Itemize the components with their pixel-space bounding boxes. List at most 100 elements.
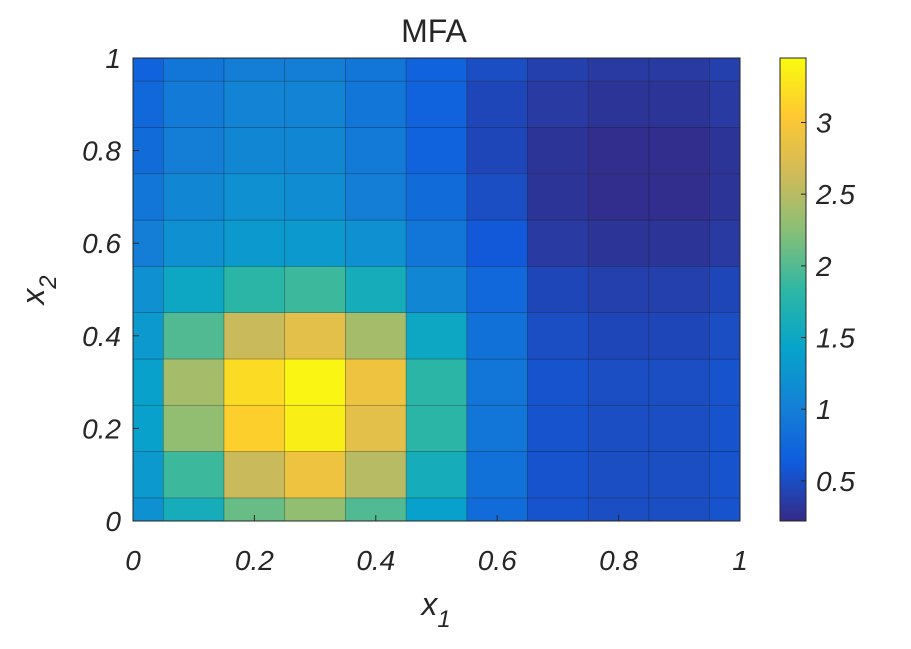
heat-cell: [527, 358, 589, 406]
y-label-base: x: [15, 288, 51, 307]
heat-cell: [284, 173, 346, 221]
x-tick-label: 0: [125, 545, 141, 576]
heat-cell: [587, 312, 650, 360]
heat-cell: [587, 58, 650, 82]
heat-cell: [405, 404, 468, 452]
heat-cell: [405, 451, 468, 499]
heat-cell: [163, 312, 225, 360]
heat-cell: [466, 219, 528, 267]
heat-cell: [527, 451, 589, 499]
heat-cell: [223, 80, 286, 128]
heat-cell: [648, 312, 710, 360]
heat-cell: [466, 80, 528, 128]
heat-cell: [709, 80, 740, 128]
heat-cell: [466, 497, 528, 521]
heat-cell: [345, 358, 407, 406]
heat-cell: [527, 312, 589, 360]
heat-cell: [163, 451, 225, 499]
y-tick-label: 0.2: [82, 413, 121, 444]
heat-cell: [405, 358, 468, 406]
heat-cell: [587, 173, 650, 221]
heat-cell: [284, 266, 346, 313]
heat-cell: [648, 80, 710, 128]
heat-cell: [587, 80, 650, 128]
heat-cell: [527, 219, 589, 267]
heat-cell: [709, 266, 740, 313]
heat-cell: [163, 127, 225, 175]
heat-cell: [345, 127, 407, 175]
heat-cell: [345, 266, 407, 313]
heat-cell: [163, 80, 225, 128]
y-tick-label: 1: [105, 43, 121, 74]
y-tick-label: 0.8: [82, 136, 121, 167]
heat-cell: [527, 80, 589, 128]
heat-cell: [466, 127, 528, 175]
heat-cell: [284, 80, 346, 128]
heat-cell: [466, 58, 528, 82]
heat-cell: [284, 58, 346, 82]
x-tick-label: 0.6: [478, 545, 517, 576]
heat-cell: [709, 173, 740, 221]
heat-cell: [709, 497, 740, 521]
heat-cell: [223, 358, 286, 406]
colorbar-tick-label: 2: [815, 251, 832, 282]
heat-cell: [223, 58, 286, 82]
heat-cell: [587, 451, 650, 499]
heat-cell: [466, 404, 528, 452]
heat-cell: [466, 173, 528, 221]
heat-cell: [648, 358, 710, 406]
heat-cell: [709, 451, 740, 499]
heat-cell: [587, 219, 650, 267]
heat-cell: [587, 497, 650, 521]
heat-cell: [405, 127, 468, 175]
heat-cell: [345, 451, 407, 499]
heat-cell: [284, 312, 346, 360]
plot-frame: [132, 57, 741, 522]
heat-cell: [709, 404, 740, 452]
colorbar: [779, 57, 807, 522]
heat-cell: [587, 266, 650, 313]
heat-cell: [709, 219, 740, 267]
x-tick-label: 0.8: [599, 545, 638, 576]
heat-cell: [527, 173, 589, 221]
x-tick-label: 1: [732, 545, 748, 576]
heat-cell: [223, 173, 286, 221]
heat-cell: [587, 358, 650, 406]
heat-cell: [648, 404, 710, 452]
heat-cell: [587, 127, 650, 175]
heat-cell: [648, 127, 710, 175]
heat-cell: [345, 404, 407, 452]
heat-cell: [284, 497, 346, 521]
heat-cell: [163, 358, 225, 406]
heat-cell: [405, 312, 468, 360]
y-tick-label: 0: [105, 506, 121, 537]
heat-cell: [163, 58, 225, 82]
heat-cell: [648, 173, 710, 221]
heat-cell: [223, 219, 286, 267]
heat-cell: [345, 80, 407, 128]
heat-cell: [223, 451, 286, 499]
heat-cell: [223, 497, 286, 521]
heat-cell: [405, 219, 468, 267]
x-tick-label: 0.4: [356, 545, 395, 576]
heatmap: [133, 58, 740, 521]
heat-cell: [709, 127, 740, 175]
heat-cell: [405, 266, 468, 313]
colorbar-tick-label: 2.5: [815, 179, 855, 210]
heat-cell: [345, 312, 407, 360]
heat-cell: [466, 266, 528, 313]
colorbar-tick-label: 1.5: [816, 323, 855, 354]
x-tick-label: 0.2: [235, 545, 274, 576]
y-tick-label: 0.4: [82, 321, 121, 352]
heat-cell: [284, 127, 346, 175]
y-label-sub: 2: [35, 275, 62, 289]
x-label-base: x: [419, 586, 438, 622]
chart-title: MFA: [401, 13, 467, 49]
heat-cell: [405, 497, 468, 521]
colorbar-tick-label: 0.5: [816, 466, 855, 497]
heat-cell: [587, 404, 650, 452]
heat-cell: [223, 312, 286, 360]
y-axis-label: x2: [15, 275, 62, 306]
